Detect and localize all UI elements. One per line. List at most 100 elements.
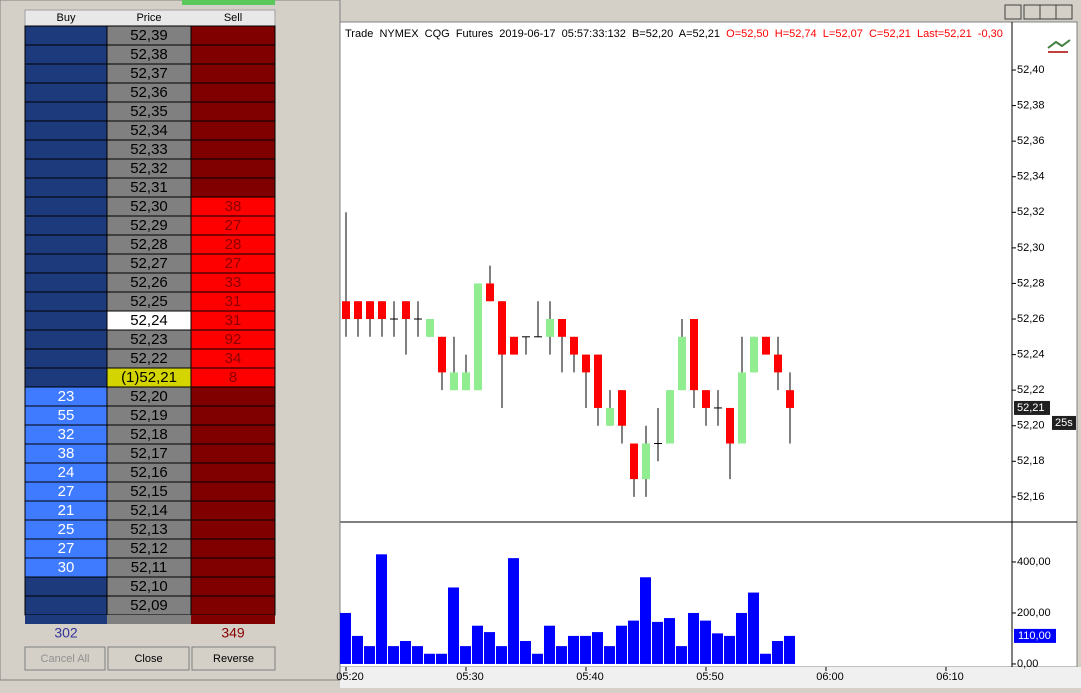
volume-bar: [616, 625, 627, 664]
sell-cell[interactable]: [190, 139, 276, 160]
sell-cell[interactable]: [190, 386, 276, 407]
v-tick-label: 200,00: [1017, 607, 1051, 619]
sell-cell[interactable]: [190, 158, 276, 179]
sell-cell[interactable]: [190, 44, 276, 65]
buy-cell[interactable]: [24, 272, 108, 293]
sell-qty: 31: [225, 312, 242, 329]
buy-cell[interactable]: [24, 329, 108, 350]
price: 52,33: [130, 141, 168, 158]
button[interactable]: [107, 646, 190, 671]
buy-cell[interactable]: [24, 63, 108, 84]
candle-body: [510, 336, 518, 355]
price: 52,28: [130, 236, 168, 253]
candle-body: [546, 319, 554, 337]
sell-cell[interactable]: [190, 557, 276, 578]
sell-cell[interactable]: [190, 538, 276, 559]
candle-body: [450, 372, 458, 391]
volume-bar: [388, 646, 399, 664]
last-price-label: 52,21: [1017, 402, 1045, 414]
y-tick-label: 52,32: [1017, 206, 1045, 218]
close-button[interactable]: [1055, 4, 1073, 20]
sell-cell[interactable]: [190, 25, 276, 46]
candle-body: [606, 407, 614, 426]
buy-qty: 23: [58, 388, 75, 405]
candle-body: [678, 336, 686, 391]
sell-cell[interactable]: [190, 519, 276, 540]
buy-cell[interactable]: [24, 25, 108, 46]
sell-cell[interactable]: [190, 63, 276, 84]
sell-cell[interactable]: [190, 500, 276, 521]
buy-cell[interactable]: [24, 215, 108, 236]
candle-body: [726, 407, 734, 444]
sell-cell[interactable]: [190, 462, 276, 483]
price: 52,35: [130, 103, 168, 120]
button[interactable]: [191, 646, 276, 671]
sell-cell[interactable]: [190, 120, 276, 141]
volume-bar: [400, 641, 411, 664]
sell-cell[interactable]: [190, 481, 276, 502]
buy-cell[interactable]: [24, 177, 108, 198]
sell-qty: 27: [225, 255, 242, 272]
buy-cell[interactable]: [24, 44, 108, 65]
buy-cell[interactable]: [24, 253, 108, 274]
minimize-button[interactable]: [1023, 4, 1041, 20]
button-label[interactable]: Reverse: [213, 653, 254, 665]
buy-cell[interactable]: [24, 196, 108, 217]
buy-qty: 21: [58, 502, 75, 519]
candle-body: [462, 372, 470, 391]
buy-cell[interactable]: [24, 576, 108, 597]
price-cell: [107, 615, 191, 624]
buy-cell[interactable]: [24, 367, 108, 388]
sell-cell[interactable]: [190, 82, 276, 103]
sell-cell[interactable]: [190, 424, 276, 445]
candle-body: [642, 443, 650, 480]
window-buttons[interactable]: [1004, 4, 1073, 20]
buy-qty: 55: [58, 407, 75, 424]
buy-cell[interactable]: [24, 139, 108, 160]
price: 52,39: [130, 27, 168, 44]
buy-cell[interactable]: [24, 348, 108, 369]
button-label[interactable]: Cancel All: [41, 653, 90, 665]
sell-qty: 8: [229, 369, 237, 386]
volume-bar: [352, 635, 363, 664]
candle-body: [366, 301, 374, 320]
volume-bar: [772, 641, 783, 664]
sell-cell[interactable]: [190, 443, 276, 464]
maximize-button[interactable]: [1039, 4, 1057, 20]
button-label[interactable]: Close: [134, 653, 162, 665]
buy-cell[interactable]: [24, 310, 108, 331]
v-tick-label: 0,00: [1017, 658, 1038, 670]
sell-cell[interactable]: [190, 576, 276, 597]
buy-cell[interactable]: [24, 158, 108, 179]
button[interactable]: [24, 646, 106, 671]
buy-cell[interactable]: [24, 291, 108, 312]
candle-body: [582, 354, 590, 373]
buy-cell[interactable]: [24, 120, 108, 141]
restore-button[interactable]: [1004, 4, 1022, 20]
y-tick-label: 52,26: [1017, 313, 1045, 325]
candle-body: [342, 301, 350, 320]
sell-qty: 31: [225, 293, 242, 310]
buy-cell[interactable]: [24, 234, 108, 255]
y-tick-label: 52,38: [1017, 99, 1045, 111]
sync-icon: [1047, 39, 1071, 53]
sell-cell[interactable]: [190, 405, 276, 426]
buy-cell[interactable]: [24, 82, 108, 103]
sell-cell[interactable]: [190, 177, 276, 198]
buy-qty: 30: [58, 559, 75, 576]
buy-cell[interactable]: [24, 101, 108, 122]
buy-qty: 27: [58, 483, 75, 500]
sell-cell[interactable]: [190, 595, 276, 616]
candle-body: [390, 318, 398, 320]
price: 52,23: [130, 331, 168, 348]
y-tick-label: 52,24: [1017, 348, 1045, 360]
sell-cell[interactable]: [190, 101, 276, 122]
volume-bar: [760, 653, 771, 664]
buy-cell[interactable]: [24, 595, 108, 616]
column-header: Price: [136, 12, 161, 24]
candle-body: [378, 301, 386, 320]
candle-body: [774, 354, 782, 373]
candle-body: [762, 336, 770, 355]
candle-body: [594, 354, 602, 408]
volume-bar: [604, 646, 615, 664]
